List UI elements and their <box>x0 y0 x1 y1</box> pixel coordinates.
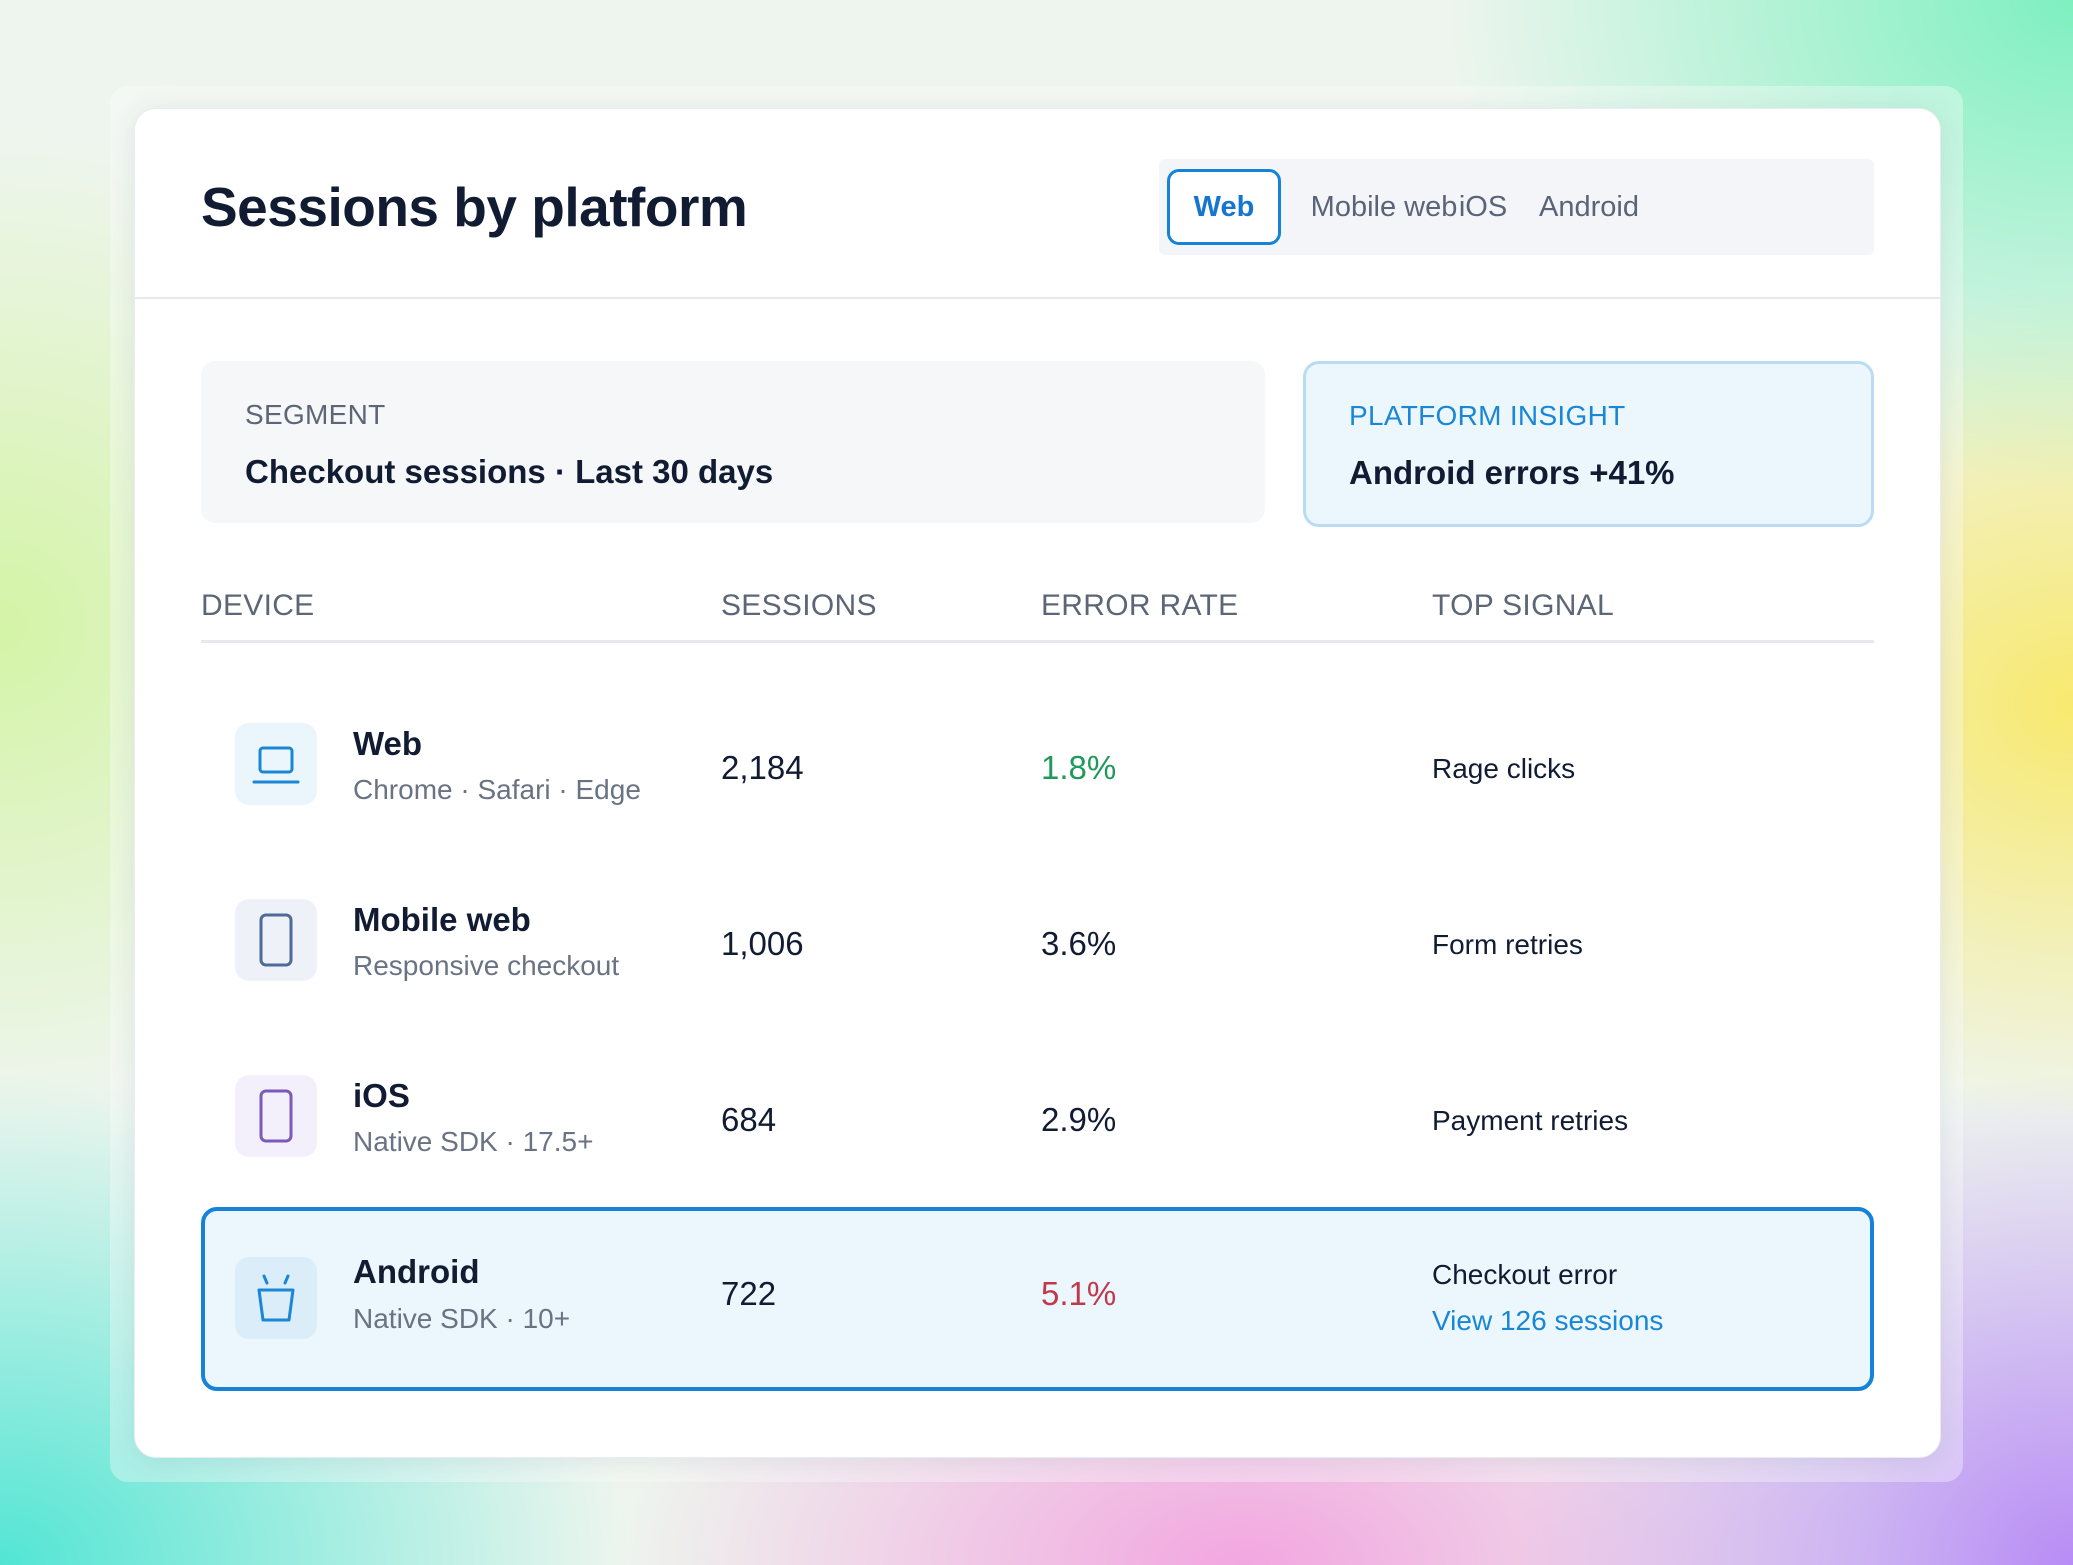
column-header-top-signal: TOP SIGNAL <box>1432 589 1614 622</box>
top-signal-value: Checkout error <box>1432 1259 1618 1290</box>
platform-insight-box[interactable]: PLATFORM INSIGHT Android errors +41% <box>1303 361 1874 527</box>
platform-tabs: Web Mobile web iOS Android <box>1159 159 1874 255</box>
table-row-android[interactable]: Android Native SDK · 10+ 722 5.1% Checko… <box>201 1207 1874 1391</box>
column-header-sessions: SESSIONS <box>721 589 877 622</box>
top-signal-value: Payment retries <box>1432 1105 1629 1136</box>
insight-label: PLATFORM INSIGHT <box>1349 400 1626 431</box>
table-row-web[interactable]: Web Chrome · Safari · Edge 2,184 1.8% Ra… <box>201 677 1874 853</box>
table-row-ios[interactable]: iOS Native SDK · 17.5+ 684 2.9% Payment … <box>201 1029 1874 1205</box>
phone-icon <box>235 899 317 981</box>
sessions-value: 684 <box>721 1101 777 1138</box>
device-subtitle: Native SDK · 17.5+ <box>353 1126 594 1157</box>
column-header-device: DEVICE <box>201 589 315 622</box>
device-name: Mobile web <box>353 901 531 938</box>
table-row-mobile-web[interactable]: Mobile web Responsive checkout 1,006 3.6… <box>201 853 1874 1029</box>
tab-ios[interactable]: iOS <box>1458 191 1508 223</box>
column-header-error-rate: ERROR RATE <box>1041 589 1239 622</box>
tab-android[interactable]: Android <box>1539 191 1639 223</box>
device-subtitle: Native SDK · 10+ <box>353 1303 571 1334</box>
table-header: DEVICE SESSIONS ERROR RATE TOP SIGNAL <box>201 589 1874 643</box>
segment-label: SEGMENT <box>245 399 386 430</box>
error-rate-value: 2.9% <box>1041 1101 1117 1138</box>
device-name: Android <box>353 1253 480 1290</box>
error-rate-value: 1.8% <box>1041 749 1117 786</box>
card-header: Sessions by platform Web Mobile web iOS … <box>135 109 1940 299</box>
top-signal-value: Rage clicks <box>1432 753 1576 784</box>
sessions-value: 2,184 <box>721 749 804 786</box>
page-title: Sessions by platform <box>201 176 748 238</box>
segment-value: Checkout sessions · Last 30 days <box>245 453 774 490</box>
ios-device-icon <box>235 1075 317 1157</box>
sessions-card: Sessions by platform Web Mobile web iOS … <box>134 108 1941 1458</box>
device-subtitle: Chrome · Safari · Edge <box>353 774 641 805</box>
view-sessions-link[interactable]: View 126 sessions <box>1432 1305 1664 1336</box>
tab-web[interactable]: Web <box>1167 169 1281 245</box>
tab-mobile-web[interactable]: Mobile web <box>1310 191 1458 223</box>
sessions-value: 1,006 <box>721 925 804 962</box>
laptop-icon <box>235 723 317 805</box>
insight-value: Android errors +41% <box>1349 454 1675 491</box>
error-rate-value: 3.6% <box>1041 925 1117 962</box>
device-name: Web <box>353 725 423 762</box>
top-signal-value: Form retries <box>1432 929 1583 960</box>
error-rate-value: 5.1% <box>1041 1275 1117 1312</box>
sessions-value: 722 <box>721 1275 777 1312</box>
segment-box: SEGMENT Checkout sessions · Last 30 days <box>201 361 1265 523</box>
device-name: iOS <box>353 1077 410 1114</box>
device-subtitle: Responsive checkout <box>353 950 620 981</box>
android-icon <box>235 1257 317 1339</box>
